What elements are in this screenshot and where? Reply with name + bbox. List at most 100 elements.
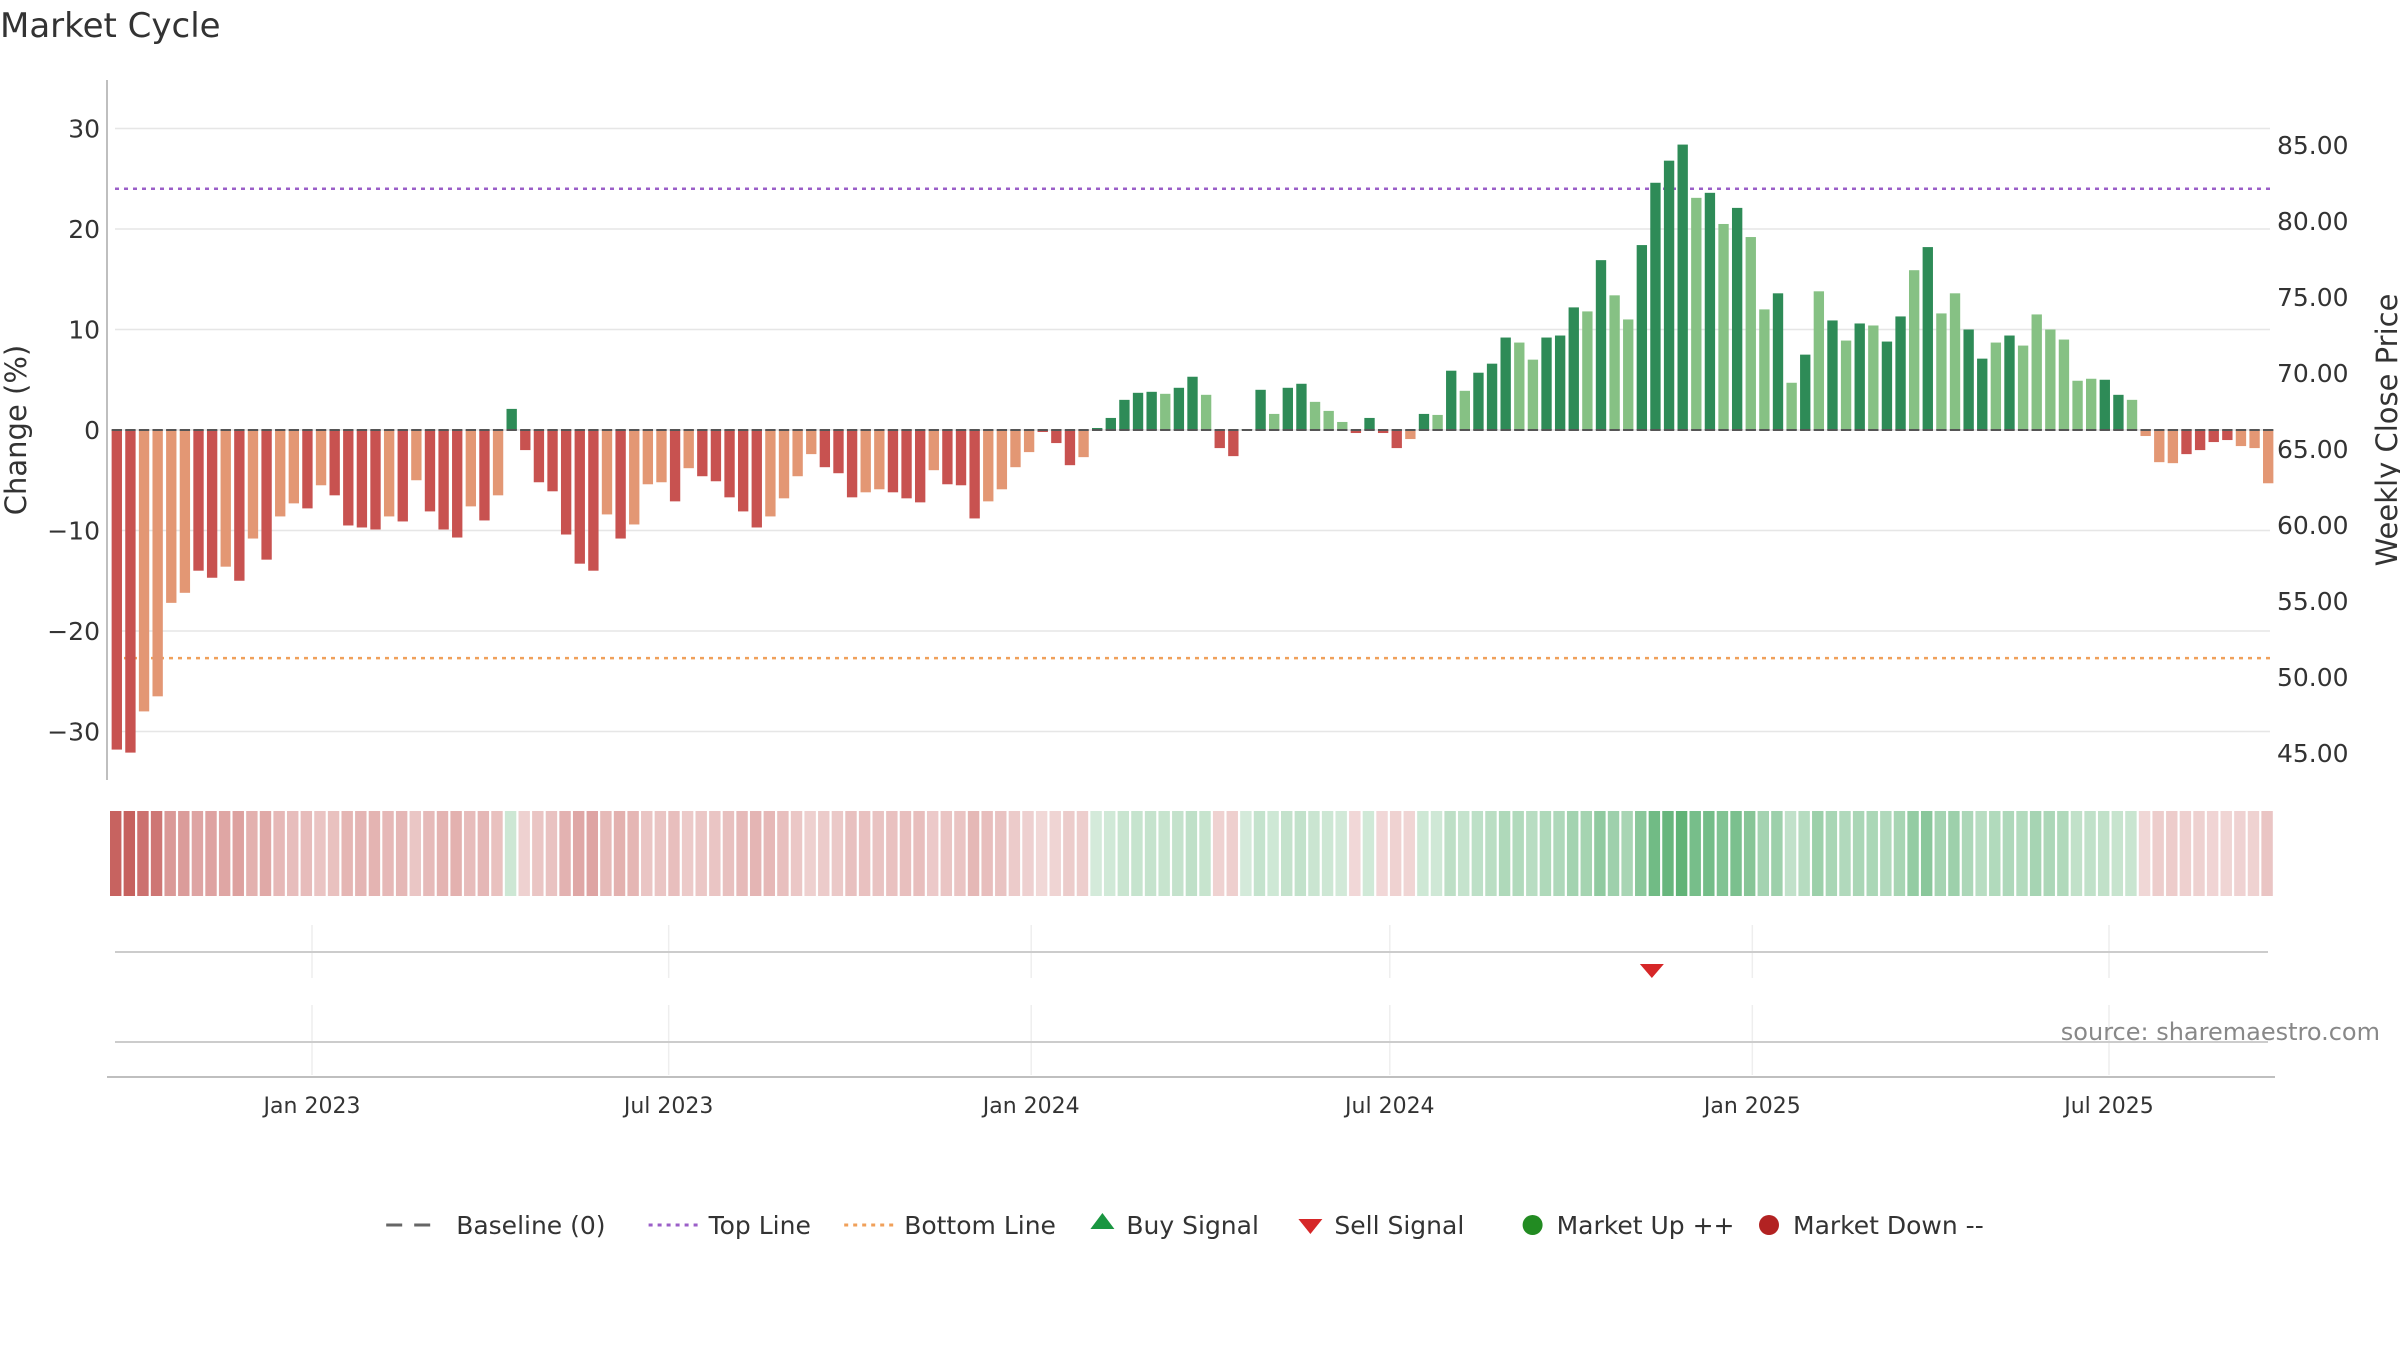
strip-cell (1226, 811, 1238, 896)
legend-buy-swatch (1090, 1213, 1115, 1229)
change-bar (1868, 325, 1879, 430)
change-bar (2249, 430, 2260, 449)
change-bar (2099, 379, 2110, 430)
strip-cell (831, 811, 844, 896)
strip-cell (2234, 811, 2246, 896)
strip-cell (1144, 811, 1157, 896)
strip-cell (1553, 811, 1565, 896)
legend-item-bottom: Bottom Line (844, 1211, 1056, 1240)
strip-cell (1526, 811, 1538, 896)
change-bar (588, 430, 599, 571)
strip-cell (1648, 811, 1661, 896)
strip-cell (382, 811, 394, 896)
change-bar (343, 430, 354, 526)
change-bar (1350, 430, 1362, 434)
right-axis-label: Weekly Close Price (2370, 294, 2400, 567)
strip-cell (1349, 811, 1361, 896)
change-bar (1282, 387, 1293, 430)
change-bar (1037, 430, 1048, 433)
change-bar (1269, 413, 1280, 430)
change-bar (424, 430, 436, 512)
change-bar (125, 430, 136, 753)
change-bar (1554, 335, 1566, 430)
change-bar (1840, 340, 1852, 431)
strip-cell (1880, 811, 1892, 896)
chart-title: Market Cycle (0, 6, 221, 46)
change-bar (1146, 391, 1157, 430)
change-bar (1200, 394, 1212, 430)
left-tick-label: 30 (68, 115, 100, 144)
change-bar (452, 430, 463, 538)
change-bar (1323, 410, 1334, 430)
change-bar (2058, 339, 2070, 430)
strip-cell (2206, 811, 2219, 896)
strip-cell (981, 811, 993, 896)
sell-signal-marker (1639, 964, 1664, 978)
change-bar (955, 430, 967, 486)
change-bar (942, 430, 953, 485)
strip-cell (1771, 811, 1783, 896)
strip-cell (1212, 811, 1225, 896)
change-bar (1704, 192, 1716, 430)
change-bar (1568, 307, 1579, 430)
change-bar (247, 430, 259, 539)
change-bar (370, 430, 381, 530)
strip-cell (2016, 811, 2028, 896)
change-bar (1623, 319, 1634, 430)
strip-cell (246, 811, 258, 896)
change-bar (1255, 389, 1266, 430)
strip-cell (695, 811, 707, 896)
change-bar (1078, 430, 1089, 458)
strip-cell (1730, 811, 1742, 896)
strip-cell (409, 811, 421, 896)
strip-cell (1825, 811, 1838, 896)
legend-down-swatch (1759, 1215, 1779, 1235)
change-bar (601, 430, 613, 515)
strip-cell (790, 811, 803, 896)
change-bar (547, 430, 558, 492)
strip-cell (1240, 811, 1252, 896)
legend-label: Bottom Line (904, 1211, 1056, 1240)
legend-sell-swatch (1298, 1219, 1323, 1234)
legend-label: Top Line (708, 1211, 811, 1240)
strip-cell (763, 811, 775, 896)
change-bar (2194, 430, 2206, 451)
change-bar (275, 430, 286, 517)
change-bar (2167, 430, 2179, 464)
strip-cell (545, 811, 558, 896)
change-bar (1432, 414, 1443, 431)
market-panel (107, 1005, 2275, 1078)
strip-cell (2247, 811, 2260, 896)
strip-cell (940, 811, 953, 896)
strip-cell (1267, 811, 1279, 896)
strip-cell (1049, 811, 1061, 896)
change-bar (1337, 421, 1348, 430)
change-bar (778, 430, 790, 499)
right-tick-label: 55.00 (2277, 587, 2349, 616)
source-label: source: sharemaestro.com (2061, 1018, 2380, 1046)
legend-label: Market Down -- (1793, 1211, 1984, 1240)
strip-cell (1839, 811, 1851, 896)
strip-cell (1635, 811, 1647, 896)
change-bar (615, 430, 626, 539)
change-bar (669, 430, 681, 502)
strip-cell (1362, 811, 1375, 896)
strip-cell (2029, 811, 2042, 896)
strip-cell (1103, 811, 1116, 896)
change-bar (2208, 430, 2219, 443)
legend-label: Baseline (0) (456, 1211, 605, 1240)
change-bar (629, 430, 640, 525)
strip-cell (1063, 811, 1075, 896)
change-bar (179, 430, 191, 593)
left-tick-label: 10 (68, 316, 100, 345)
change-bar (1023, 430, 1035, 453)
change-bar (1160, 393, 1171, 430)
strip-cell (273, 811, 285, 896)
change-bar (928, 430, 939, 471)
change-bar (1132, 392, 1144, 430)
change-bar (1514, 342, 1525, 430)
change-bar (874, 430, 885, 490)
strip-cell (995, 811, 1007, 896)
strip-cell (2084, 811, 2096, 896)
change-bar (642, 430, 654, 485)
